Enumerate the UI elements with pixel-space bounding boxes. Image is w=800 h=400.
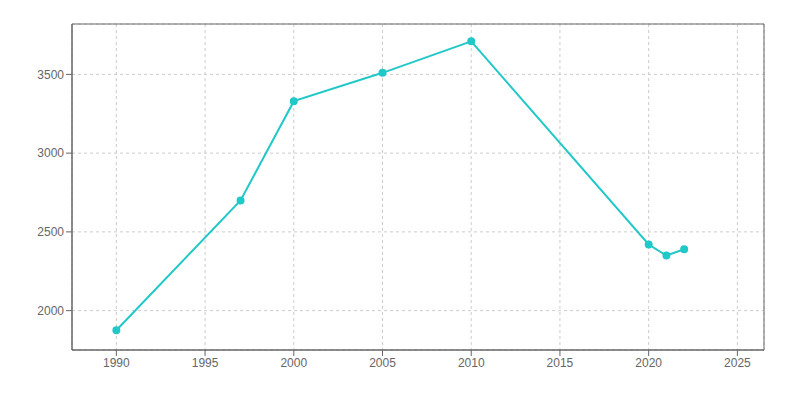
svg-text:3000: 3000 <box>37 146 64 160</box>
svg-text:2015: 2015 <box>547 356 574 370</box>
svg-text:1990: 1990 <box>103 356 130 370</box>
svg-text:2500: 2500 <box>37 225 64 239</box>
svg-text:2000: 2000 <box>37 304 64 318</box>
svg-text:2025: 2025 <box>724 356 751 370</box>
svg-text:2000: 2000 <box>280 356 307 370</box>
svg-text:3500: 3500 <box>37 68 64 82</box>
svg-text:2020: 2020 <box>635 356 662 370</box>
svg-text:1995: 1995 <box>192 356 219 370</box>
svg-text:2005: 2005 <box>369 356 396 370</box>
svg-text:2010: 2010 <box>458 356 485 370</box>
